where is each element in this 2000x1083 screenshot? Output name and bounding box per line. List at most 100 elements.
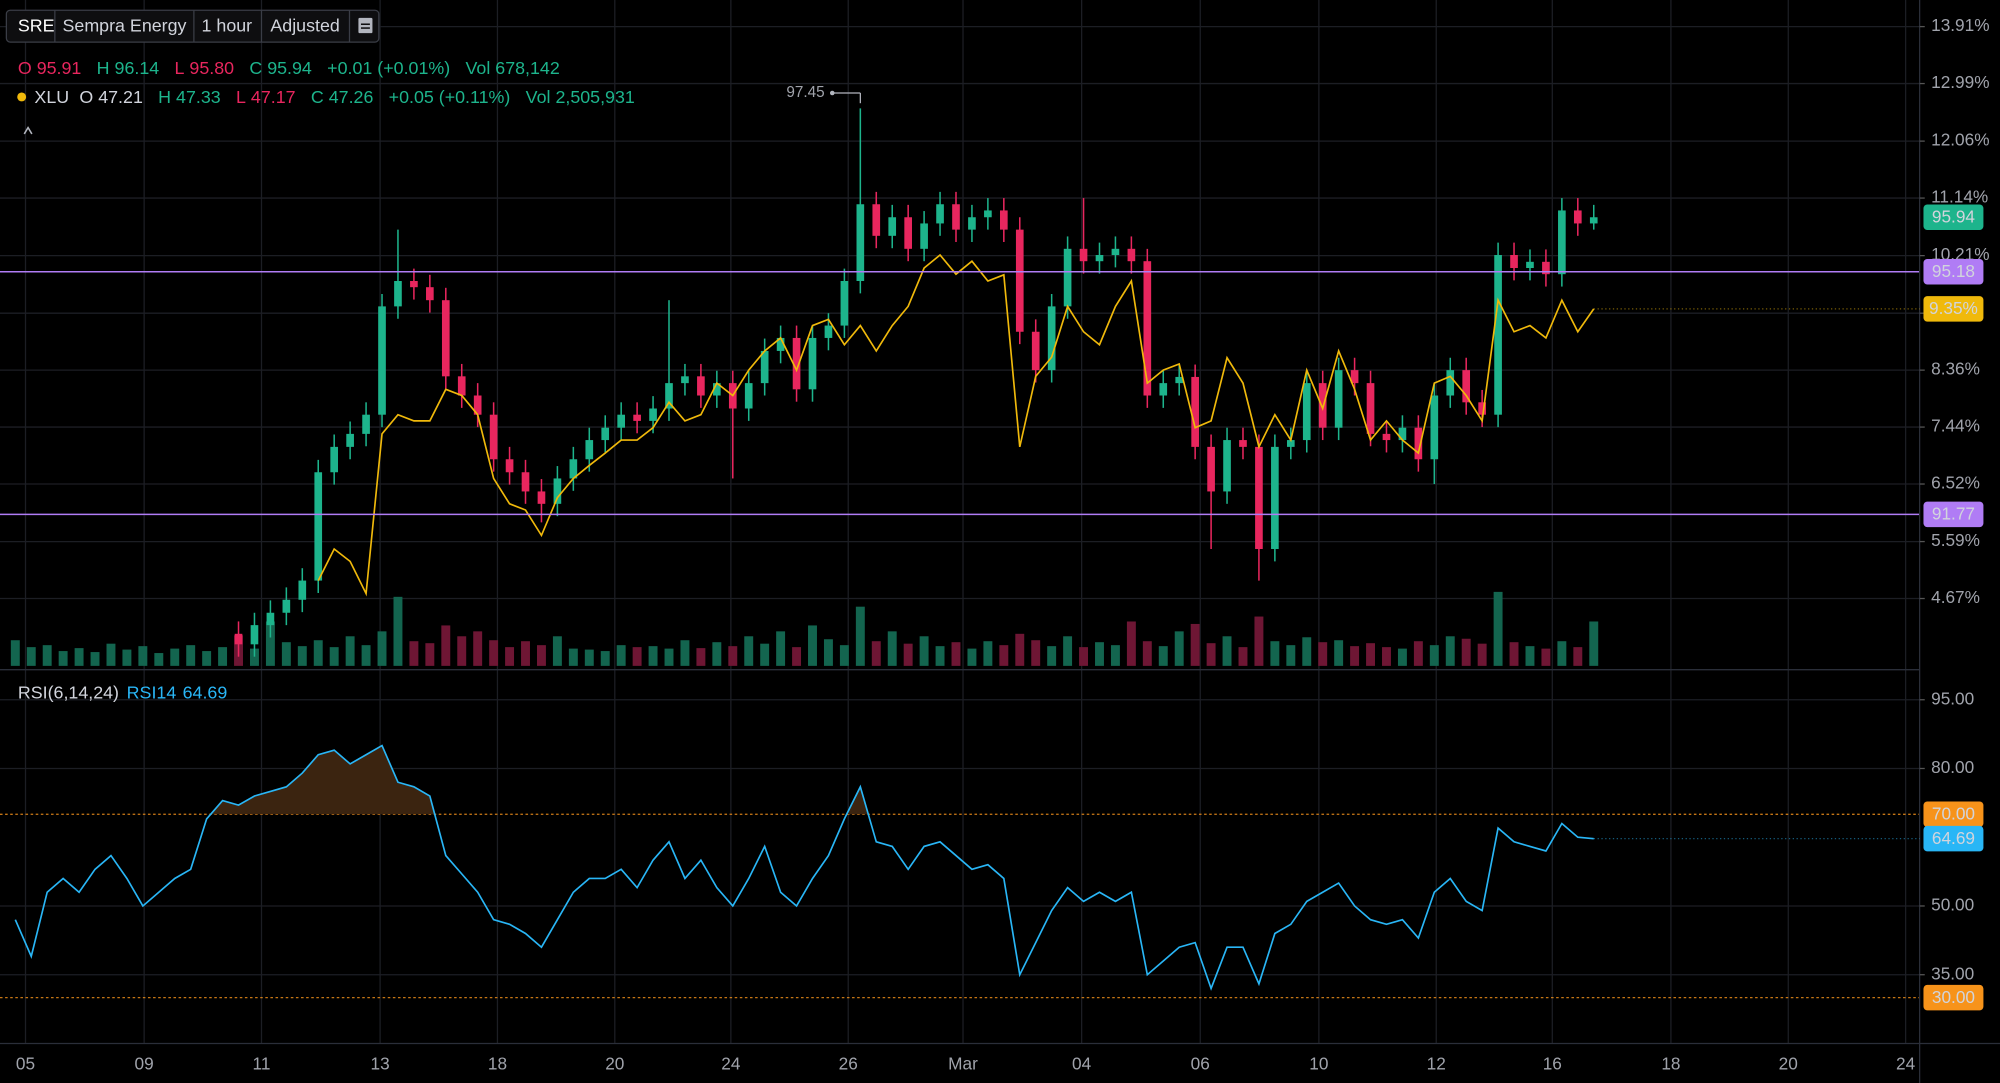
adjustment[interactable]: Adjusted — [270, 16, 339, 36]
volume-bar — [776, 631, 786, 666]
candle-body — [282, 599, 291, 613]
candle-body — [1000, 210, 1008, 230]
legend-key: L — [236, 87, 246, 107]
rsi-legend-name: RSI14 — [127, 683, 177, 703]
y-tick-label: 80.00 — [1931, 757, 1974, 777]
compare-dot — [17, 92, 27, 102]
candle-body — [1462, 370, 1471, 403]
x-tick-label: Mar — [948, 1054, 978, 1074]
interval[interactable]: 1 hour — [202, 16, 253, 36]
candle-body — [1494, 255, 1502, 415]
legend-value: 678,142 — [495, 58, 560, 78]
x-tick-label: 16 — [1543, 1054, 1562, 1074]
settings-icon[interactable] — [358, 17, 373, 34]
volume-bar — [1429, 645, 1439, 666]
volume-bar — [536, 645, 546, 666]
candle-body — [1589, 217, 1598, 224]
volume-bar — [1190, 623, 1200, 666]
volume-bar — [760, 643, 770, 666]
volume-bar — [1254, 616, 1264, 666]
rsi-legend-value: 64.69 — [183, 683, 228, 703]
candle-body — [489, 414, 498, 460]
legend-item: H 47.33 — [158, 87, 221, 107]
toolbar[interactable]: SRE Sempra Energy 1 hour Adjusted — [5, 9, 380, 43]
candle-body — [1111, 248, 1120, 256]
candle-body — [585, 440, 594, 460]
volume-bar — [1238, 647, 1248, 666]
volume-bar — [409, 641, 419, 666]
candle-body — [1239, 440, 1247, 447]
volume-bar — [489, 640, 499, 666]
plot: 97.45 — [0, 84, 1920, 999]
x-tick-label: 05 — [16, 1054, 35, 1074]
grid — [0, 0, 1920, 1044]
x-tick-label: 24 — [721, 1054, 741, 1074]
volume-bar — [1158, 646, 1168, 666]
candle-body — [1047, 306, 1056, 371]
candle-body — [904, 217, 912, 249]
hline-badge: 91.77 — [1932, 504, 1975, 524]
y-tick-label: 12.06% — [1931, 130, 1989, 150]
candle-body — [362, 414, 370, 434]
volume-bar — [983, 641, 993, 666]
candle-body — [394, 281, 402, 307]
volume-bar — [106, 643, 116, 666]
candle-body — [1286, 440, 1295, 447]
volume-bar — [170, 648, 180, 666]
high-label: 97.45 — [786, 84, 824, 101]
legend-item: +0.05 (+0.11%) — [389, 87, 511, 107]
symbol[interactable]: SRE — [18, 16, 55, 36]
level-badge-bg — [1923, 801, 1984, 828]
volume-bar — [680, 640, 690, 666]
x-tick-label: 04 — [1072, 1054, 1092, 1074]
volume-bar — [648, 646, 658, 666]
candle-body — [872, 204, 881, 236]
volume-bar — [1110, 645, 1120, 666]
legend-item: L 95.80 — [174, 58, 234, 78]
candle-body — [888, 217, 897, 236]
rsi-line — [14, 744, 1594, 991]
volume-bar — [377, 631, 387, 666]
legend-key: H — [97, 58, 110, 78]
volume-bar — [1047, 646, 1057, 666]
volume-bar — [1445, 636, 1455, 666]
legend-name: XLU — [34, 87, 69, 107]
candle-body — [1398, 427, 1407, 441]
legend-item: Vol 2,505,931 — [526, 87, 635, 107]
y-tick-label: 95.00 — [1931, 688, 1974, 708]
y-tick-label: 5.59% — [1931, 530, 1980, 550]
candle-body — [952, 204, 960, 230]
candle-body — [505, 459, 514, 473]
candle-body — [1191, 376, 1199, 447]
candle-body — [936, 204, 944, 224]
volume-bar — [1206, 643, 1216, 666]
volume-bar — [329, 647, 339, 666]
company-name[interactable]: Sempra Energy — [63, 16, 187, 36]
candle-body — [601, 427, 610, 441]
legend-value: 2,505,931 — [555, 87, 634, 107]
volume-bar — [871, 641, 881, 666]
volume-bar — [90, 652, 100, 666]
candle-body — [920, 223, 928, 249]
volume-bar — [823, 639, 833, 666]
rsi-last-badge-bg — [1923, 825, 1984, 852]
hline-badge-bg — [1923, 501, 1984, 528]
level-badge-bg — [1923, 984, 1984, 1011]
volume-bar — [154, 653, 164, 666]
y-tick-label: 6.52% — [1931, 473, 1980, 493]
last-price-badge: 95.94 — [1932, 206, 1976, 226]
candle-body — [1558, 210, 1566, 275]
volume-bar — [1174, 631, 1184, 666]
candle-body — [1031, 331, 1040, 371]
volume-bar — [855, 606, 865, 666]
legend-key: C — [249, 58, 262, 78]
candle-body — [1414, 427, 1423, 460]
x-tick-label: 18 — [488, 1054, 507, 1074]
collapse-icon[interactable] — [23, 126, 33, 135]
candle-body — [314, 472, 323, 581]
volume-bar — [1397, 648, 1407, 666]
volume-bar — [696, 648, 706, 666]
candle-body — [1573, 210, 1582, 224]
legend-value: 47.21 — [98, 87, 143, 107]
